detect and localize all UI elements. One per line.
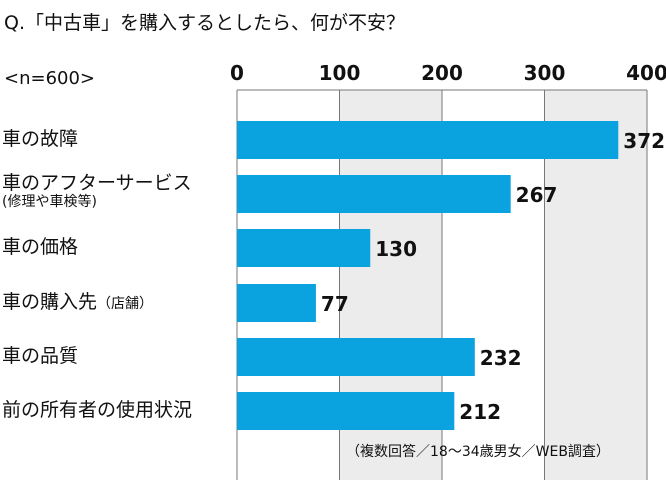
- bar-value-label: 267: [516, 183, 558, 207]
- bar-value-label: 212: [459, 400, 501, 424]
- x-tick-label: 200: [421, 61, 463, 85]
- bar: [237, 338, 475, 376]
- bar: [237, 121, 619, 159]
- bar-value-label: 77: [321, 292, 349, 316]
- category-sublabel: （店舗）: [97, 296, 154, 312]
- category-label: 前の所有者の使用状況: [2, 399, 192, 421]
- category-label: 車の価格: [2, 236, 78, 258]
- bar-value-label: 372: [623, 129, 665, 153]
- category-label: 車の品質: [2, 345, 78, 367]
- category-label-text: 車の価格: [2, 236, 79, 258]
- category-sublabel: (修理や車検等): [2, 194, 97, 210]
- category-label-text: 前の所有者の使用状況: [2, 399, 193, 421]
- sample-size: <n=600>: [4, 68, 96, 89]
- category-label-text: 車のアフターサービス: [2, 172, 192, 194]
- bar-value-label: 232: [480, 346, 522, 370]
- x-tick-label: 0: [230, 61, 244, 85]
- category-label: 車のアフターサービス (修理や車検等): [2, 172, 192, 210]
- bar-value-label: 130: [375, 237, 417, 261]
- bar: [237, 175, 511, 213]
- category-label-text: 車の品質: [2, 345, 79, 367]
- bar: [237, 284, 316, 322]
- x-tick-label: 300: [524, 61, 566, 85]
- bar: [237, 229, 371, 267]
- category-label-text: 車の購入先: [2, 291, 98, 313]
- category-label-text: 車の故障: [2, 128, 79, 150]
- bar: [237, 392, 455, 430]
- category-label: 車の購入先（店舗）: [2, 291, 153, 313]
- footnote: （複数回答／18～34歳男女／WEB調査）: [346, 444, 610, 460]
- x-tick-label: 100: [319, 61, 361, 85]
- question-title: Q.「中古車」を購入するとしたら、何が不安？: [4, 12, 405, 34]
- category-label: 車の故障: [2, 128, 78, 150]
- x-tick-label: 400: [626, 61, 666, 85]
